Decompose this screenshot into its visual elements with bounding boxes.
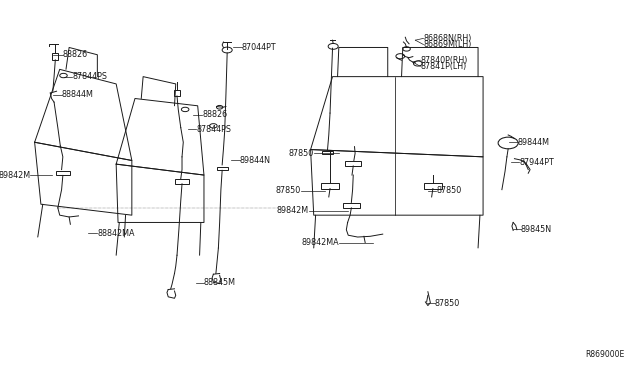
- Text: 89844N: 89844N: [240, 156, 271, 165]
- Bar: [174, 90, 180, 96]
- Text: 87850: 87850: [435, 299, 460, 308]
- Text: 86868N(RH): 86868N(RH): [424, 34, 472, 43]
- Text: 89845N: 89845N: [521, 225, 552, 234]
- Bar: [322, 151, 333, 154]
- Text: 87844PS: 87844PS: [196, 125, 232, 134]
- Text: 89842M: 89842M: [0, 171, 30, 180]
- Text: 87840P(RH): 87840P(RH): [420, 56, 468, 65]
- Text: 89842M: 89842M: [276, 206, 308, 215]
- Bar: [52, 53, 58, 60]
- Bar: [56, 171, 70, 176]
- Text: 89844M: 89844M: [518, 138, 550, 147]
- Text: 87850: 87850: [436, 186, 461, 195]
- Text: 86869M(LH): 86869M(LH): [424, 40, 472, 49]
- Text: 88842MA: 88842MA: [97, 229, 135, 238]
- Bar: [175, 179, 189, 184]
- Bar: [345, 161, 362, 166]
- Text: 88826: 88826: [202, 110, 227, 119]
- Bar: [343, 203, 360, 208]
- Text: 87844PS: 87844PS: [72, 72, 108, 81]
- Text: 87944PT: 87944PT: [520, 158, 554, 167]
- Text: 87841P(LH): 87841P(LH): [420, 62, 467, 71]
- Bar: [424, 183, 442, 189]
- Text: 88845M: 88845M: [204, 278, 236, 287]
- Text: 87850: 87850: [276, 186, 301, 195]
- Text: 88826: 88826: [63, 50, 88, 59]
- Text: R869000E: R869000E: [585, 350, 624, 359]
- Bar: [321, 183, 339, 189]
- Text: 89842MA: 89842MA: [301, 238, 339, 247]
- Text: 88844M: 88844M: [61, 90, 93, 99]
- Bar: [216, 167, 228, 170]
- Text: 87850: 87850: [289, 149, 314, 158]
- Text: 87044PT: 87044PT: [242, 43, 276, 52]
